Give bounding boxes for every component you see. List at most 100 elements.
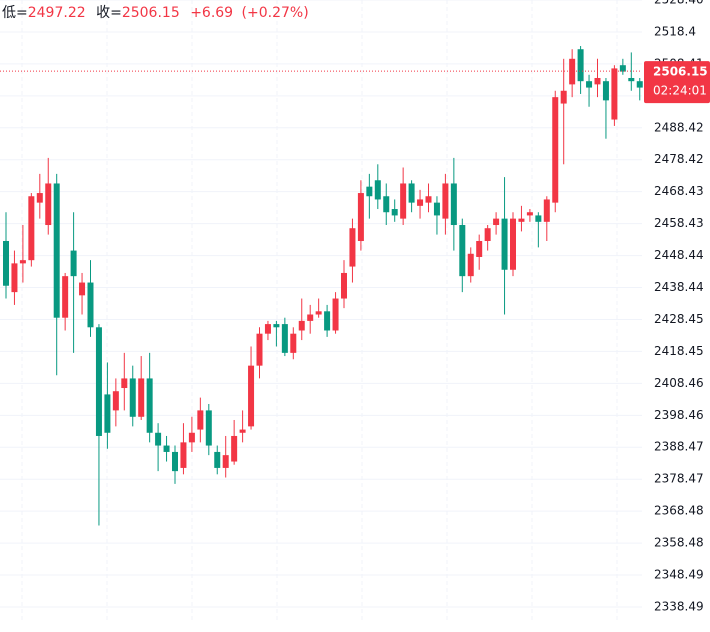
candle-body [129,378,136,417]
candle-body [19,260,26,264]
header: 低=2497.22 收=2506.15 +6.69 (+0.27%) [2,5,309,21]
candle-body [62,276,69,318]
candle-body [366,186,373,197]
candle-body [602,81,609,101]
candle-body [264,324,271,334]
last-price-label: 2506.15 [653,65,708,79]
close-value: 2506.15 [122,5,180,21]
candle-body [518,218,525,222]
y-tick-label: 2488.42 [654,120,704,134]
y-tick-label: 2428.45 [654,312,704,326]
candle-body [493,218,500,226]
candle-body [324,311,331,331]
candle-body [273,324,280,328]
y-tick-label: 2348.49 [654,568,704,582]
y-tick-label: 2528.40 [654,0,704,7]
candle-body [586,81,593,88]
candle-body [214,451,221,468]
candle-body [163,445,170,452]
y-tick-label: 2468.43 [654,184,704,198]
candle-body [569,58,576,85]
candle-body [248,365,255,427]
candle-body [256,333,263,366]
candle-body [552,97,559,203]
candle-body [357,193,364,241]
y-tick-label: 2338.49 [654,599,704,613]
candle-body [11,263,18,293]
y-tick-label: 2408.46 [654,376,704,390]
low-value: 2497.22 [28,5,86,21]
candle-body [79,282,86,296]
candle-body [341,272,347,299]
close-label: 收= [96,5,122,21]
candle-body [112,391,119,411]
candle-body [560,90,567,104]
candle-body [222,455,229,468]
candle-body [298,320,305,331]
y-tick-label: 2358.48 [654,536,704,550]
candle-body [459,225,466,277]
candle-body [408,183,415,203]
candle-body [87,282,94,328]
change-pct: (+0.27%) [242,5,309,21]
y-tick-label: 2388.47 [654,440,704,454]
candle-body [501,218,508,270]
candle-body [172,451,178,472]
candle-body [391,209,398,216]
candle-body [138,378,145,417]
candle-body [577,49,584,82]
y-tick-label: 2448.44 [654,248,704,262]
candle-body [315,311,322,315]
candle-body [197,410,204,430]
candle-body [104,394,111,433]
y-tick-label: 2418.45 [654,344,704,358]
candle-body [628,77,635,82]
candle-body [53,183,60,318]
candle-body [95,327,102,436]
candle-body [543,199,550,222]
candle-body [417,199,424,206]
candle-body [619,65,626,72]
candle-body [146,378,153,433]
candle-body [155,432,162,446]
y-tick-label: 2438.44 [654,280,704,294]
candle-body [231,435,238,462]
candle-body [510,218,516,270]
price-label-box [644,61,710,104]
candle-body [349,228,356,267]
candle-body [28,196,35,261]
candle-body [180,442,187,468]
candle-body [70,250,77,277]
candle-body [442,183,449,219]
y-tick-label: 2518.4 [654,24,696,38]
candle-body [476,240,483,257]
candle-body [450,183,457,226]
y-tick-label: 2378.47 [654,472,704,486]
y-tick-label: 2368.48 [654,504,704,518]
candle-body [307,314,314,321]
candle-body [594,77,601,85]
candle-body [188,432,195,443]
candle-body [425,196,432,203]
candle-body [239,429,246,433]
countdown: 02:24:01 [653,84,707,98]
y-tick-label: 2478.42 [654,152,704,166]
low-label: 低= [2,5,28,21]
candle-body [467,253,474,277]
y-tick-label: 2458.43 [654,216,704,230]
candle-body [383,196,390,213]
candle-body [332,298,339,331]
candle-body [484,228,491,241]
candle-body [400,183,407,219]
candle-body [290,333,297,353]
candle-body [36,193,43,203]
candle-body [433,202,440,216]
candle-body [205,410,212,446]
y-tick-label: 2398.46 [654,408,704,422]
candle-body [526,212,533,216]
candle-body [121,378,128,389]
candle-body [374,180,381,200]
candle-body [636,81,643,88]
candle-body [611,68,618,120]
